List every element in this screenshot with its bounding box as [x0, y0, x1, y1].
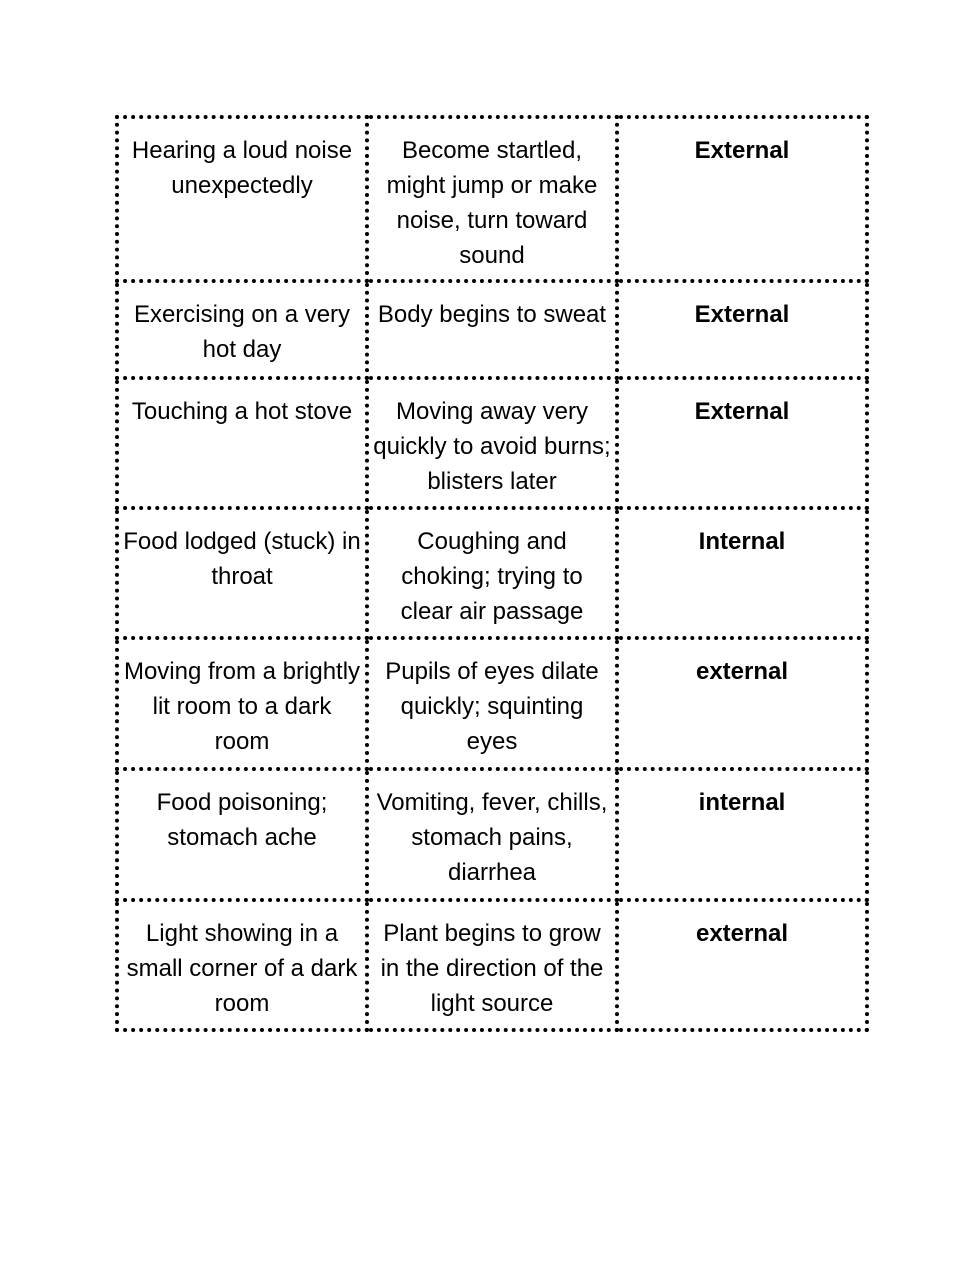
response-cell: Become startled, might jump or make nois…	[365, 115, 619, 283]
type-cell: external	[615, 898, 869, 1032]
type-cell: External	[615, 376, 869, 510]
stimulus-cell: Food lodged (stuck) in throat	[115, 506, 369, 640]
response-cell: Coughing and choking; trying to clear ai…	[365, 506, 619, 640]
table-row: Moving from a brightly lit room to a dar…	[115, 636, 869, 771]
response-cell: Vomiting, fever, chills, stomach pains, …	[365, 767, 619, 902]
table-row: Light showing in a small corner of a dar…	[115, 898, 869, 1032]
type-cell: External	[615, 115, 869, 283]
table-row: Touching a hot stove Moving away very qu…	[115, 376, 869, 510]
type-cell: external	[615, 636, 869, 771]
stimulus-cell: Exercising on a very hot day	[115, 279, 369, 380]
table-row: Food poisoning; stomach ache Vomiting, f…	[115, 767, 869, 902]
response-cell: Moving away very quickly to avoid burns;…	[365, 376, 619, 510]
table-row: Food lodged (stuck) in throat Coughing a…	[115, 506, 869, 640]
type-cell: Internal	[615, 506, 869, 640]
table-row: Hearing a loud noise unexpectedly Become…	[115, 115, 869, 283]
response-cell: Pupils of eyes dilate quickly; squinting…	[365, 636, 619, 771]
stimulus-cell: Light showing in a small corner of a dar…	[115, 898, 369, 1032]
stimulus-response-table: Hearing a loud noise unexpectedly Become…	[115, 115, 869, 1032]
stimulus-cell: Food poisoning; stomach ache	[115, 767, 369, 902]
type-cell: External	[615, 279, 869, 380]
stimulus-cell: Touching a hot stove	[115, 376, 369, 510]
response-cell: Plant begins to grow in the direction of…	[365, 898, 619, 1032]
response-cell: Body begins to sweat	[365, 279, 619, 380]
stimulus-cell: Hearing a loud noise unexpectedly	[115, 115, 369, 283]
stimulus-cell: Moving from a brightly lit room to a dar…	[115, 636, 369, 771]
type-cell: internal	[615, 767, 869, 902]
table-row: Exercising on a very hot day Body begins…	[115, 279, 869, 380]
